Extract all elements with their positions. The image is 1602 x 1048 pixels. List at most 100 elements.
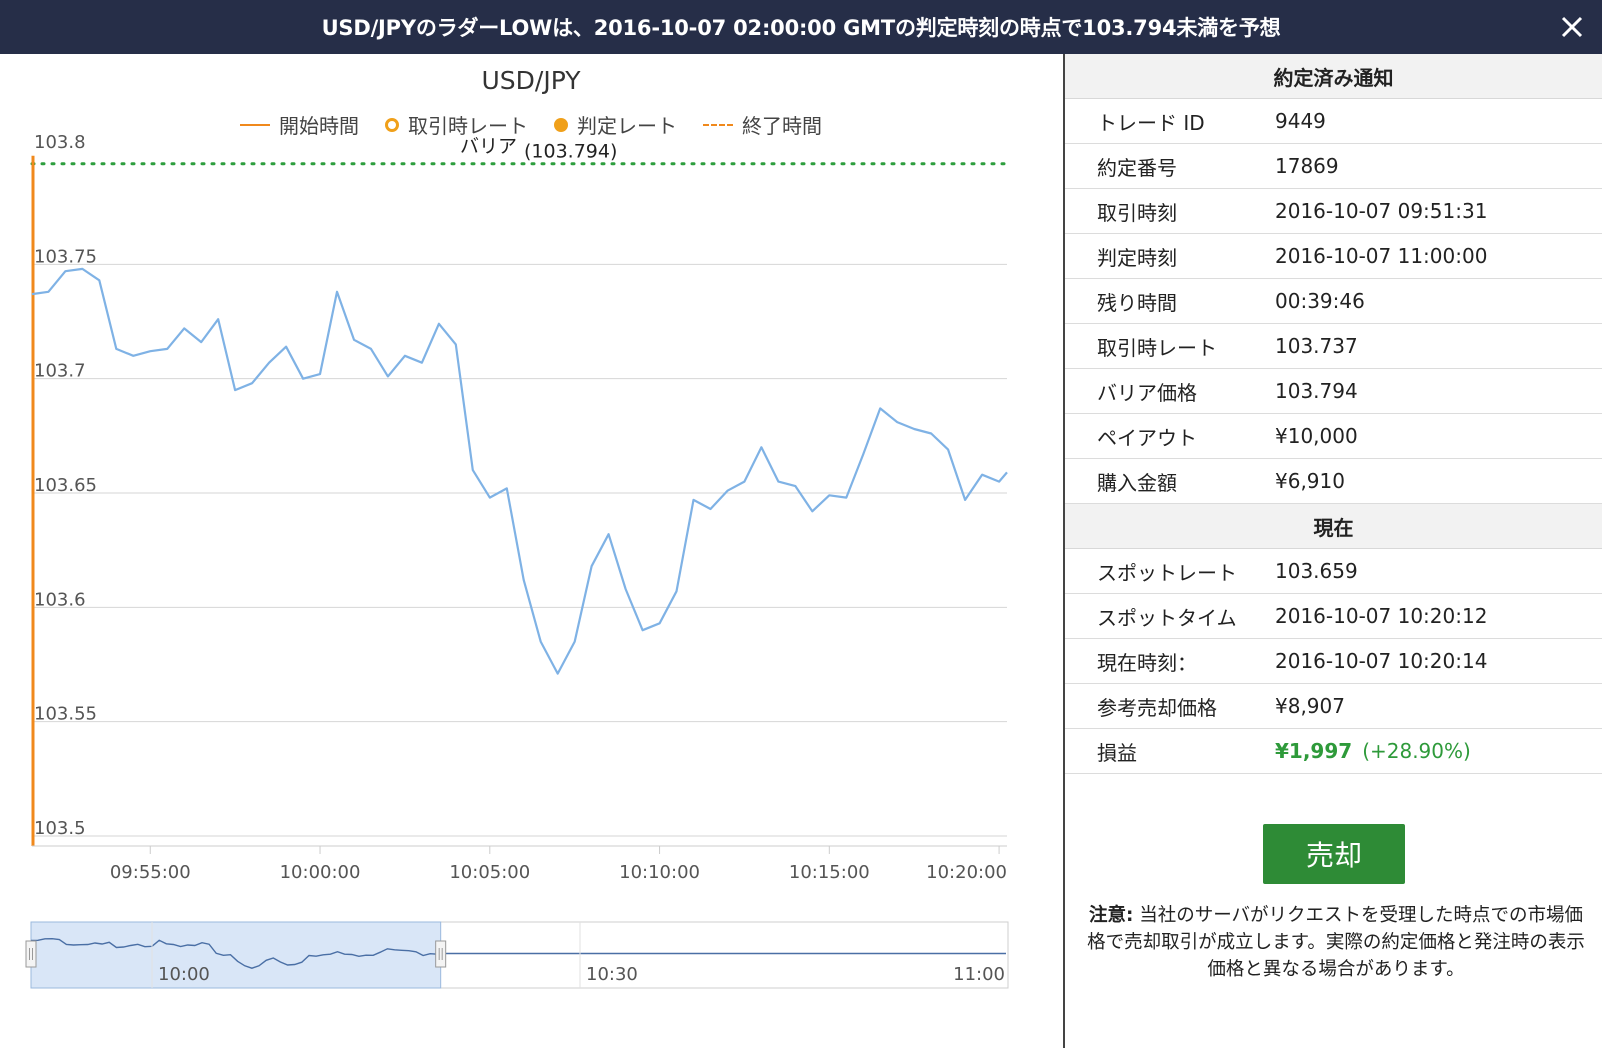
legend-label: 終了時間	[742, 114, 822, 138]
row-label: スポットタイム	[1097, 605, 1237, 630]
y-tick-label: 103.6	[34, 589, 86, 610]
detail-row: バリア価格 103.794	[1065, 369, 1602, 414]
navigator[interactable]: 10:00 10:30 11:00	[25, 921, 1009, 989]
chart-title: USD/JPY	[481, 66, 581, 95]
x-axis-ticks: 09:55:00 10:00:00 10:05:00 10:10:00 10:15:00…	[110, 846, 1007, 883]
legend-label: 開始時間	[279, 114, 359, 138]
row-value: ¥10,000	[1275, 424, 1358, 448]
row-value: ¥6,910	[1275, 469, 1345, 493]
navigator-selection	[30, 921, 442, 989]
note-text: 当社のサーバがリクエストを受理した時点での市場価格で売却取引が成立します。実際の…	[1087, 905, 1585, 980]
row-value: 2016-10-07 11:00:00	[1275, 244, 1488, 268]
row-value: 2016-10-07 10:20:12	[1275, 604, 1488, 628]
row-value: 2016-10-07 09:51:31	[1275, 199, 1488, 223]
navigator-tick-label: 10:00	[158, 964, 210, 985]
detail-row: 参考売却価格 ¥8,907	[1065, 684, 1602, 729]
profit-percent: (+28.90%)	[1362, 739, 1471, 763]
x-tick-label: 10:05:00	[449, 862, 530, 883]
y-tick-label: 103.55	[34, 704, 97, 725]
legend-settlement-rate[interactable]: 判定レート	[554, 110, 677, 139]
row-label: 参考売却価格	[1097, 695, 1217, 720]
legend-entry-rate[interactable]: 取引時レート	[385, 110, 528, 139]
price-series-line	[31, 267, 1008, 675]
detail-row: ペイアウト ¥10,000	[1065, 414, 1602, 459]
row-label: トレード ID	[1097, 110, 1205, 135]
x-tick-label: 10:10:00	[619, 862, 700, 883]
close-icon[interactable]	[1554, 9, 1590, 45]
notification-bar: USD/JPYのラダーLOWは、2016-10-07 02:00:00 GMTの…	[0, 0, 1602, 54]
x-tick-label: 10:00:00	[280, 862, 361, 883]
y-tick-label: 103.75	[34, 246, 97, 267]
x-tick-label: 10:15:00	[789, 862, 870, 883]
legend-dot-icon	[554, 117, 568, 132]
navigator-handle[interactable]	[435, 940, 447, 968]
detail-row: 約定番号 17869	[1065, 144, 1602, 189]
barrier-value-label: (103.794)	[524, 141, 617, 163]
detail-row: トレード ID 9449	[1065, 99, 1602, 144]
row-label: スポットレート	[1097, 560, 1237, 585]
row-label: バリア価格	[1097, 380, 1197, 405]
detail-row: スポットレート 103.659	[1065, 549, 1602, 594]
barrier-label: バリア	[460, 136, 517, 158]
row-value: 103.794	[1275, 379, 1358, 403]
y-tick-label: 103.7	[34, 361, 86, 382]
detail-row: 現在時刻： 2016-10-07 10:20:14	[1065, 639, 1602, 684]
detail-row: 残り時間 00:39:46	[1065, 279, 1602, 324]
legend-label: 取引時レート	[408, 114, 528, 138]
row-label: 損益	[1097, 740, 1137, 765]
detail-row: 取引時レート 103.737	[1065, 324, 1602, 369]
detail-row: 取引時刻 2016-10-07 09:51:31	[1065, 189, 1602, 234]
legend-label: 判定レート	[577, 114, 677, 138]
panel-divider	[1063, 54, 1065, 1048]
row-value: ¥8,907	[1275, 694, 1345, 718]
current-section-title: 現在	[1065, 504, 1602, 549]
legend-start-time[interactable]: 開始時間	[240, 110, 359, 139]
navigator-handle[interactable]	[25, 940, 37, 968]
y-tick-label: 103.65	[34, 475, 97, 496]
info-panel: 約定済み通知 トレード ID 9449 約定番号 17869 取引時刻 2016-10-0…	[1065, 54, 1602, 1048]
sell-button[interactable]: 売却	[1263, 824, 1405, 884]
legend-ring-icon	[385, 117, 399, 132]
y-tick-label: 103.5	[34, 818, 86, 839]
detail-row: スポットタイム 2016-10-07 10:20:12	[1065, 594, 1602, 639]
x-tick-label: 09:55:00	[110, 862, 191, 883]
navigator-series-line	[30, 937, 1006, 969]
grid-lines	[32, 263, 1007, 837]
row-value: 103.659	[1275, 559, 1358, 583]
detail-row: 購入金額 ¥6,910	[1065, 459, 1602, 504]
row-value: 103.737	[1275, 334, 1358, 358]
contract-details: トレード ID 9449 約定番号 17869 取引時刻 2016-10-07 09:51…	[1065, 99, 1602, 504]
x-tick-label: 10:20:00	[926, 862, 1007, 883]
y-tick-label: 103.8	[34, 132, 86, 153]
note-label: 注意:	[1088, 905, 1134, 926]
y-axis-ticks: 103.8 103.75 103.7 103.65 103.6 103.55 103.5	[34, 132, 97, 839]
current-details: スポットレート 103.659 スポットタイム 2016-10-07 10:20:12…	[1065, 549, 1602, 729]
sell-note: 注意: 当社のサーバがリクエストを受理した時点での市場価格で売却取引が成立します…	[1083, 902, 1589, 983]
contract-section-title: 約定済み通知	[1065, 54, 1602, 99]
row-label: 約定番号	[1097, 155, 1177, 180]
row-label: 残り時間	[1097, 290, 1177, 315]
notification-message: USD/JPYのラダーLOWは、2016-10-07 02:00:00 GMTの…	[321, 16, 1281, 40]
row-value: 2016-10-07 10:20:14	[1275, 649, 1488, 673]
chart-legend: 開始時間 取引時レート 判定レート 終了時間	[0, 110, 1062, 139]
price-chart[interactable]: 103.8 103.75 103.7 103.65 103.6 103.55 103.5 バ…	[0, 0, 1062, 1048]
navigator-tick-label: 11:00	[953, 964, 1005, 985]
row-value: ¥1,997 (+28.90%)	[1275, 739, 1602, 763]
row-label: 購入金額	[1097, 470, 1177, 495]
profit-loss-row: 損益 ¥1,997 (+28.90%)	[1065, 729, 1602, 774]
row-value: 17869	[1275, 154, 1339, 178]
row-label: ペイアウト	[1097, 425, 1197, 450]
legend-solid-line-icon	[240, 123, 270, 126]
navigator-tick-label: 10:30	[586, 964, 638, 985]
row-label: 取引時刻	[1097, 200, 1177, 225]
row-value: 00:39:46	[1275, 289, 1365, 313]
row-value: 9449	[1275, 109, 1326, 133]
row-label: 現在時刻：	[1097, 650, 1197, 675]
row-label: 判定時刻	[1097, 245, 1177, 270]
chart-panel: USD/JPY 開始時間 取引時レート 判定レート 終了時間	[0, 54, 1062, 1048]
detail-row: 判定時刻 2016-10-07 11:00:00	[1065, 234, 1602, 279]
legend-dashed-line-icon	[703, 123, 733, 126]
profit-amount: ¥1,997	[1275, 739, 1353, 763]
row-label: 取引時レート	[1097, 335, 1217, 360]
legend-end-time[interactable]: 終了時間	[703, 110, 822, 139]
